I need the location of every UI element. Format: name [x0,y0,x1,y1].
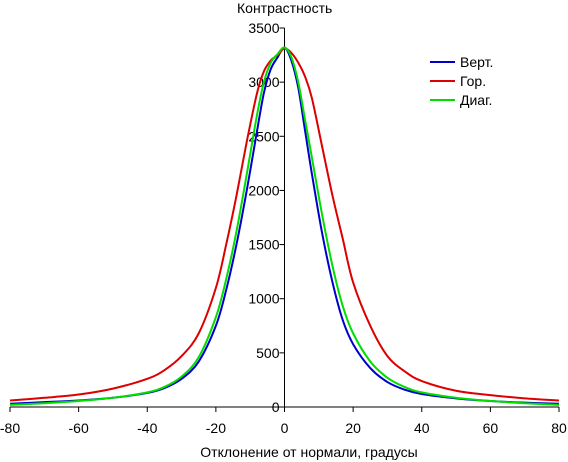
series-line-2 [9,47,560,402]
y-tick-label: 1000 [248,291,279,307]
series-line-3 [9,46,560,406]
x-tick-label: -40 [137,420,157,436]
x-tick-label: -60 [69,420,89,436]
y-axis-label: Контрастность [237,0,332,16]
x-tick-label: 20 [345,420,361,436]
legend-label: Верт. [460,54,493,70]
legend: Верт. Гор. Диаг. [430,54,493,108]
y-tick-label: 500 [256,345,280,361]
y-tick-label: 2000 [248,182,279,198]
legend-label: Диаг. [460,92,492,108]
legend-label: Гор. [460,73,486,89]
x-ticks: -80 -60 -40 -20 0 20 40 60 80 [0,407,567,436]
x-tick-label: 60 [483,420,499,436]
series-group [9,46,560,406]
x-tick-label: -80 [0,420,20,436]
y-tick-label: 0 [272,399,280,415]
x-tick-label: -20 [206,420,226,436]
y-tick-label: 1500 [248,237,279,253]
y-tick-label: 3500 [248,20,279,36]
x-tick-label: 0 [281,420,289,436]
x-axis-label: Отклонение от нормали, градусы [200,444,417,460]
x-tick-label: 40 [414,420,430,436]
x-tick-label: 80 [551,420,567,436]
